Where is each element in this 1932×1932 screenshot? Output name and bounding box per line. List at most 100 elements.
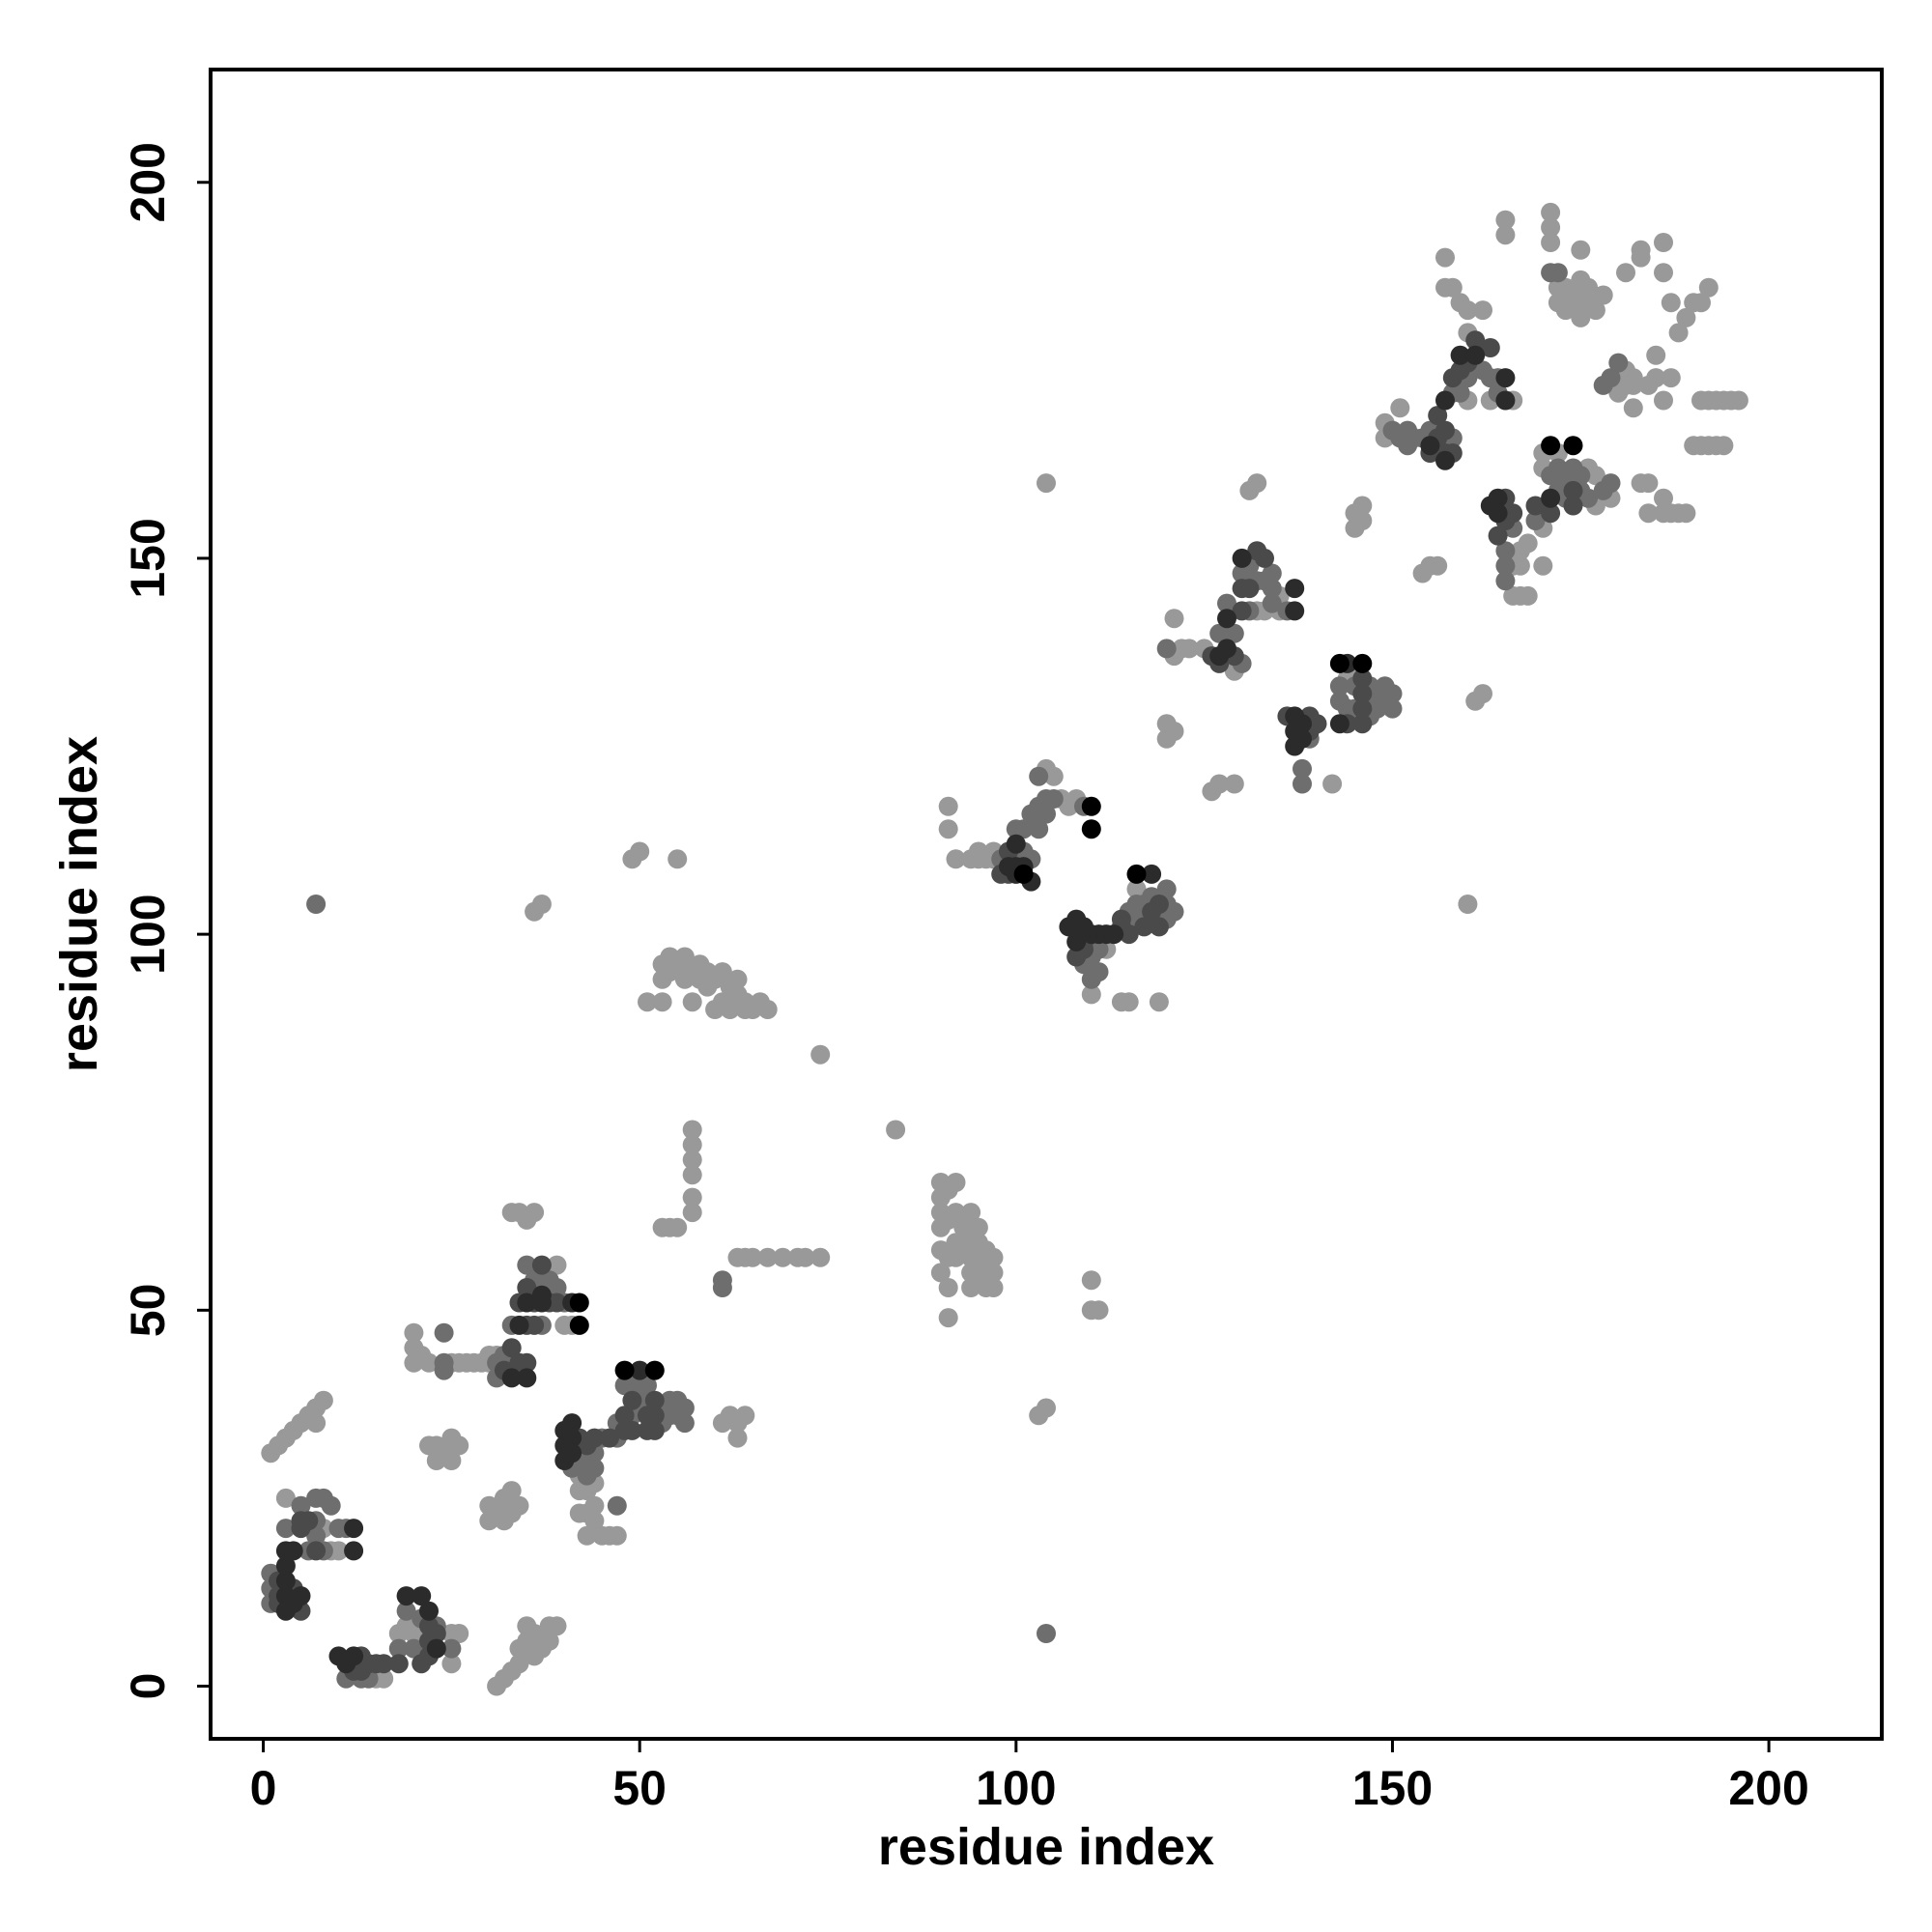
y-tick-label: 150 xyxy=(121,518,175,598)
contact-point xyxy=(644,1390,665,1410)
contact-point xyxy=(961,1278,981,1297)
contact-point xyxy=(674,1398,695,1418)
contact-point xyxy=(1465,330,1486,351)
contact-point xyxy=(1262,563,1282,583)
contact-point xyxy=(449,1435,469,1456)
contact-point xyxy=(449,1624,469,1643)
contact-point xyxy=(404,1624,424,1643)
contact-point xyxy=(668,849,688,869)
contact-point xyxy=(306,1413,327,1434)
contact-point xyxy=(1495,541,1516,561)
contact-point xyxy=(1352,653,1373,673)
contact-point xyxy=(622,1420,642,1440)
contact-point xyxy=(328,1541,349,1561)
contact-point xyxy=(404,1322,424,1343)
contact-point xyxy=(1209,774,1230,794)
contact-point xyxy=(562,1413,582,1434)
contact-point xyxy=(1465,345,1486,365)
contact-point xyxy=(1698,436,1719,456)
contact-point xyxy=(1293,758,1312,779)
contact-point xyxy=(1293,728,1312,749)
contact-point xyxy=(1728,390,1748,411)
contact-point xyxy=(531,1255,552,1275)
contact-point xyxy=(727,1428,748,1448)
contact-point xyxy=(1571,466,1591,486)
contact-point xyxy=(946,1173,966,1192)
contact-point xyxy=(983,1263,1004,1283)
contact-point xyxy=(712,962,732,982)
contact-point xyxy=(1420,436,1440,456)
contact-point xyxy=(1541,503,1561,524)
contact-point xyxy=(1111,909,1131,929)
contact-point xyxy=(757,1000,778,1019)
contact-point xyxy=(388,1638,409,1659)
y-tick-label: 0 xyxy=(121,1673,175,1700)
x-axis-label: residue index xyxy=(878,1818,1214,1876)
contact-point xyxy=(1164,609,1184,629)
contact-point xyxy=(1104,924,1124,945)
contact-point xyxy=(983,1278,1004,1297)
contact-point xyxy=(1473,300,1492,321)
contact-point xyxy=(1262,593,1282,613)
contact-point xyxy=(1578,488,1599,508)
contact-point xyxy=(275,1488,296,1508)
contact-point xyxy=(1510,555,1530,576)
contact-point xyxy=(1541,217,1561,238)
contact-point xyxy=(1217,593,1236,613)
contact-point xyxy=(283,1541,303,1561)
contact-point xyxy=(638,992,657,1012)
contact-point xyxy=(1555,300,1576,321)
contact-point xyxy=(1646,345,1666,365)
contact-point xyxy=(1548,263,1568,283)
contact-point xyxy=(682,1135,702,1155)
contact-point xyxy=(344,1541,364,1561)
contact-point xyxy=(1533,555,1553,576)
contact-point xyxy=(525,1624,545,1643)
contact-point xyxy=(682,1150,702,1170)
contact-point xyxy=(1541,436,1561,456)
contact-point xyxy=(938,1308,958,1328)
contact-point xyxy=(1706,390,1726,411)
contact-point xyxy=(547,1293,567,1313)
contact-point xyxy=(1473,684,1492,704)
contact-point xyxy=(1255,548,1274,568)
contact-point xyxy=(426,1624,446,1643)
contact-point xyxy=(938,796,958,816)
contact-point xyxy=(374,1654,394,1674)
contact-point xyxy=(1232,548,1252,568)
contact-point xyxy=(1089,962,1109,982)
contact-point xyxy=(1623,398,1643,418)
contact-point xyxy=(291,1495,311,1516)
contact-point xyxy=(638,1376,657,1396)
contact-point xyxy=(547,1255,567,1275)
contact-point xyxy=(1149,917,1169,937)
contact-point xyxy=(441,1451,462,1470)
contact-point xyxy=(1390,398,1410,418)
contact-point xyxy=(1585,300,1605,321)
contact-point xyxy=(547,1616,567,1636)
contact-point xyxy=(1654,488,1673,508)
contact-point xyxy=(584,1458,605,1478)
contact-point xyxy=(1435,247,1455,268)
contact-point xyxy=(1488,488,1508,508)
contact-point xyxy=(426,1638,446,1659)
contact-point xyxy=(1616,263,1635,283)
contact-point xyxy=(622,1376,642,1396)
scatter-points xyxy=(261,202,1748,1696)
contact-point xyxy=(600,1428,619,1448)
contact-point xyxy=(1525,496,1546,516)
contact-point xyxy=(1495,571,1516,591)
contact-point xyxy=(682,1187,702,1208)
contact-point xyxy=(1450,383,1470,403)
contact-point xyxy=(1541,202,1561,222)
contact-point xyxy=(1179,639,1200,659)
contact-point xyxy=(810,1247,831,1267)
contact-point xyxy=(321,1495,341,1516)
contact-point xyxy=(517,1352,537,1373)
contact-point xyxy=(509,1495,529,1516)
contact-point xyxy=(630,841,650,862)
contact-point xyxy=(525,1203,545,1223)
x-tick-label: 100 xyxy=(976,1761,1056,1815)
contact-point xyxy=(1714,436,1734,456)
